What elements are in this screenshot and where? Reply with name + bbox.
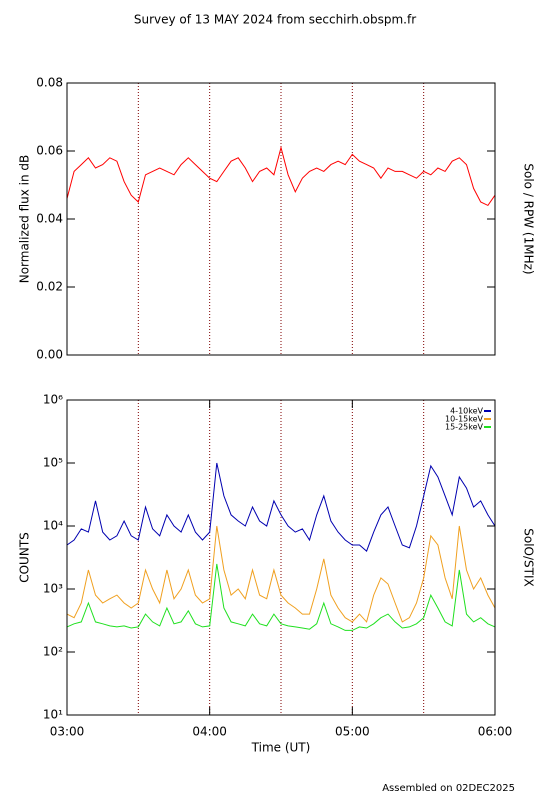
right-label: SolO/STIX bbox=[522, 528, 536, 587]
data-line bbox=[66, 145, 496, 207]
y-tick-label: 10¹ bbox=[43, 708, 63, 722]
chart-title: Survey of 13 MAY 2024 from secchirh.obsp… bbox=[134, 13, 416, 27]
y-tick-label: 10⁵ bbox=[43, 456, 63, 470]
y-tick-label: 0.02 bbox=[36, 280, 63, 294]
right-label: Solo / RPW (1MHz) bbox=[522, 163, 536, 274]
y-tick-label: 10³ bbox=[43, 582, 63, 596]
legend-label: 4-10keV bbox=[450, 407, 483, 416]
data-line bbox=[66, 563, 496, 631]
y-tick-label: 0.06 bbox=[36, 144, 63, 158]
y-tick-label: 0.00 bbox=[36, 348, 63, 362]
x-tick-label: 06:00 bbox=[478, 725, 513, 739]
y-tick-label: 0.04 bbox=[36, 212, 63, 226]
x-axis-label: Time (UT) bbox=[251, 741, 311, 755]
x-tick-label: 03:00 bbox=[50, 725, 85, 739]
y-axis-label: Normalized flux in dB bbox=[18, 155, 32, 284]
x-tick-label: 04:00 bbox=[192, 725, 227, 739]
y-tick-label: 10² bbox=[43, 645, 63, 659]
y-axis-label: COUNTS bbox=[18, 532, 32, 583]
footer: Assembled on 02DEC2025 bbox=[382, 783, 515, 794]
data-line bbox=[66, 462, 496, 552]
y-tick-label: 0.08 bbox=[36, 76, 63, 90]
legend-label: 10-15keV bbox=[445, 415, 484, 424]
y-tick-label: 10⁴ bbox=[43, 519, 63, 533]
data-line bbox=[66, 525, 496, 623]
plot-frame bbox=[66, 399, 496, 716]
legend-label: 15-25keV bbox=[445, 423, 484, 432]
x-tick-label: 05:00 bbox=[335, 725, 370, 739]
y-tick-label: 10⁶ bbox=[43, 393, 63, 407]
